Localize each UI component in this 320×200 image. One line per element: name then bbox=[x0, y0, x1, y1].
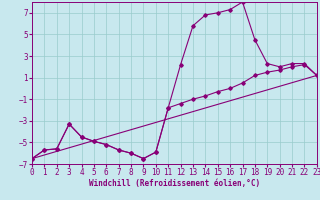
X-axis label: Windchill (Refroidissement éolien,°C): Windchill (Refroidissement éolien,°C) bbox=[89, 179, 260, 188]
